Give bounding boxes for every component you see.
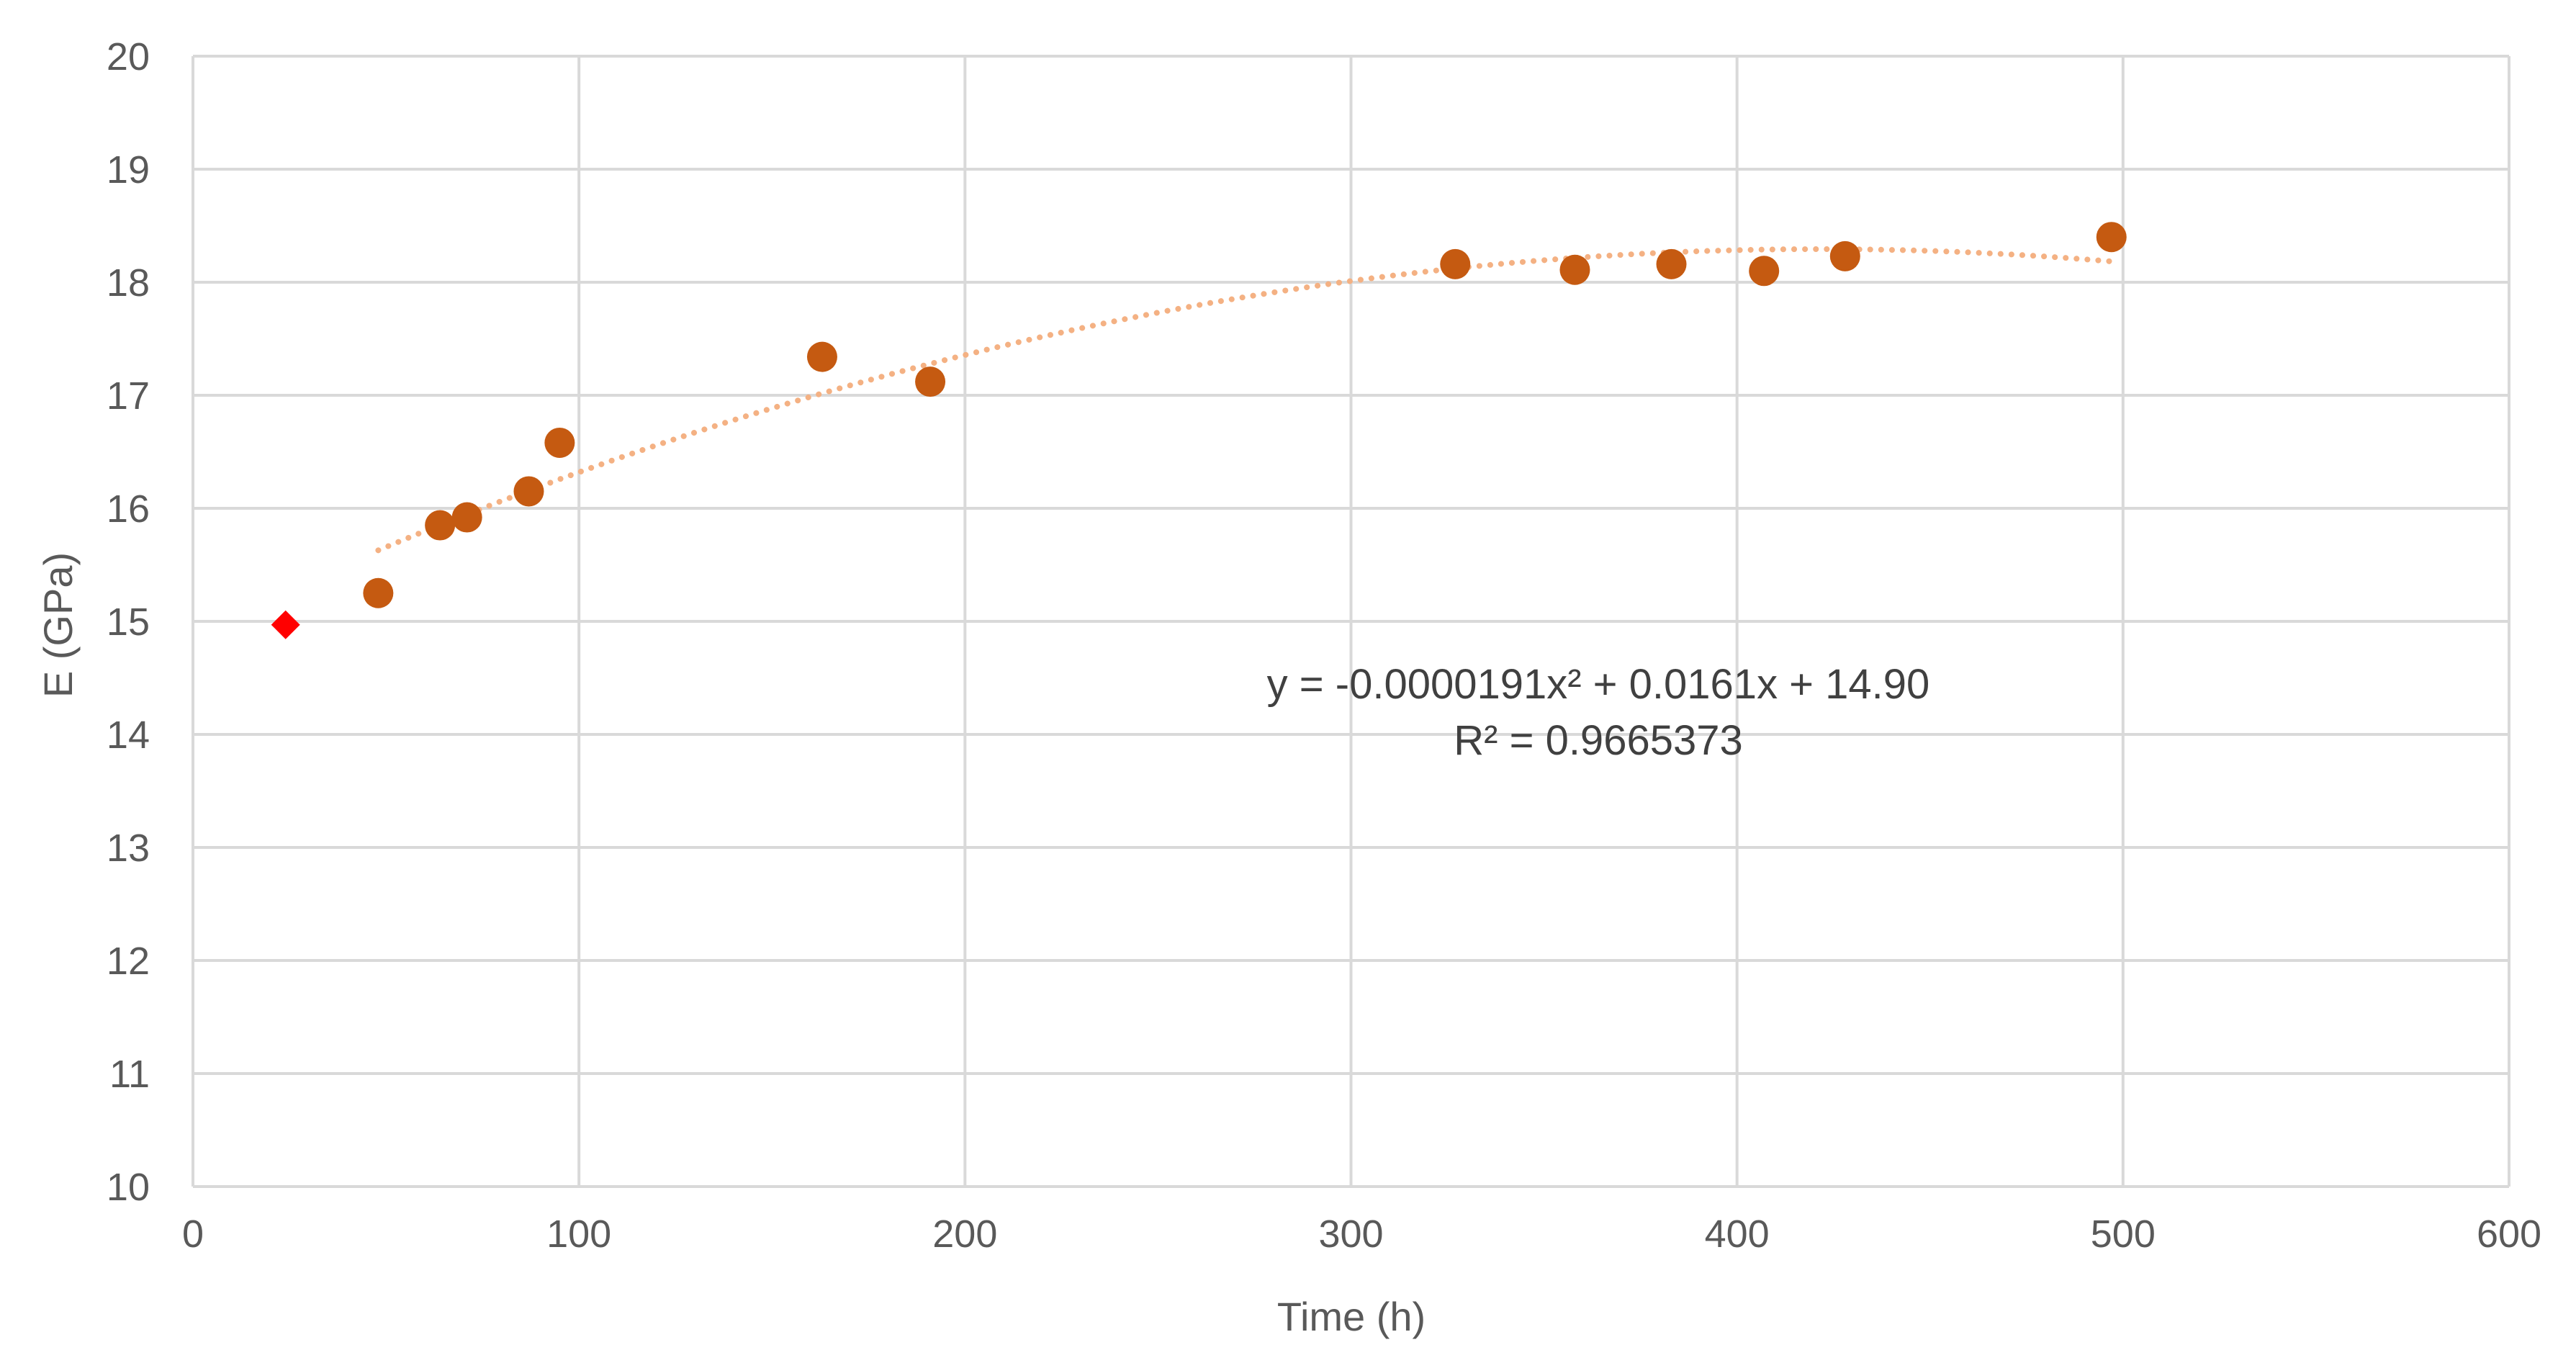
- y-tick-label-19: 19: [107, 148, 150, 192]
- trendline: [375, 246, 2115, 554]
- data-point-11: [1829, 240, 1860, 271]
- y-tick-label-13: 13: [107, 827, 150, 870]
- data-point-3: [513, 476, 544, 507]
- y-axis-title: E (GPa): [35, 552, 81, 698]
- data-point-9: [1656, 248, 1687, 279]
- x-axis-tick-labels: 0 100 200 300 400 500 600: [182, 1212, 2541, 1256]
- y-axis-tick-labels: 10 11 12 13 14 15 16 17 18 19 20: [107, 35, 150, 1209]
- y-tick-label-18: 18: [107, 261, 150, 305]
- data-point-8: [1559, 254, 1590, 285]
- y-tick-label-20: 20: [107, 35, 150, 78]
- y-tick-label-14: 14: [107, 714, 150, 757]
- x-axis-title: Time (h): [1277, 1294, 1426, 1339]
- x-tick-label-300: 300: [1318, 1212, 1383, 1256]
- data-point-2: [451, 502, 482, 533]
- trendline-r-squared: R² = 0.9665373: [1454, 717, 1742, 764]
- x-tick-label-600: 600: [2477, 1212, 2541, 1256]
- data-points: [271, 222, 2127, 639]
- data-point-12: [2096, 222, 2127, 253]
- y-tick-label-11: 11: [109, 1053, 150, 1096]
- data-point-reference-0: [271, 610, 300, 639]
- x-tick-label-100: 100: [546, 1212, 611, 1256]
- trendline-equation: y = -0.0000191x² + 0.0161x + 14.90: [1267, 661, 1930, 708]
- y-tick-label-16: 16: [107, 487, 150, 531]
- data-point-0: [363, 577, 394, 608]
- x-tick-label-200: 200: [932, 1212, 997, 1256]
- data-point-1: [425, 510, 456, 541]
- data-point-6: [915, 366, 946, 397]
- x-tick-label-0: 0: [182, 1212, 204, 1256]
- x-tick-label-400: 400: [1705, 1212, 1770, 1256]
- data-point-5: [806, 341, 837, 372]
- data-point-10: [1749, 256, 1780, 287]
- data-point-7: [1440, 248, 1471, 279]
- y-tick-label-10: 10: [107, 1166, 150, 1209]
- x-tick-label-500: 500: [2091, 1212, 2156, 1256]
- horizontal-gridlines: [193, 55, 2509, 1188]
- y-tick-label-15: 15: [107, 600, 150, 644]
- y-tick-label-12: 12: [107, 940, 150, 983]
- data-point-4: [544, 427, 575, 458]
- y-tick-label-17: 17: [107, 374, 150, 418]
